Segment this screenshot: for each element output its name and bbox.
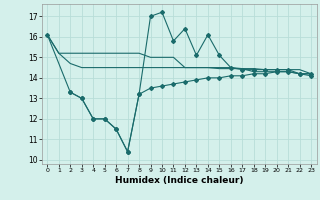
X-axis label: Humidex (Indice chaleur): Humidex (Indice chaleur) [115, 176, 244, 185]
